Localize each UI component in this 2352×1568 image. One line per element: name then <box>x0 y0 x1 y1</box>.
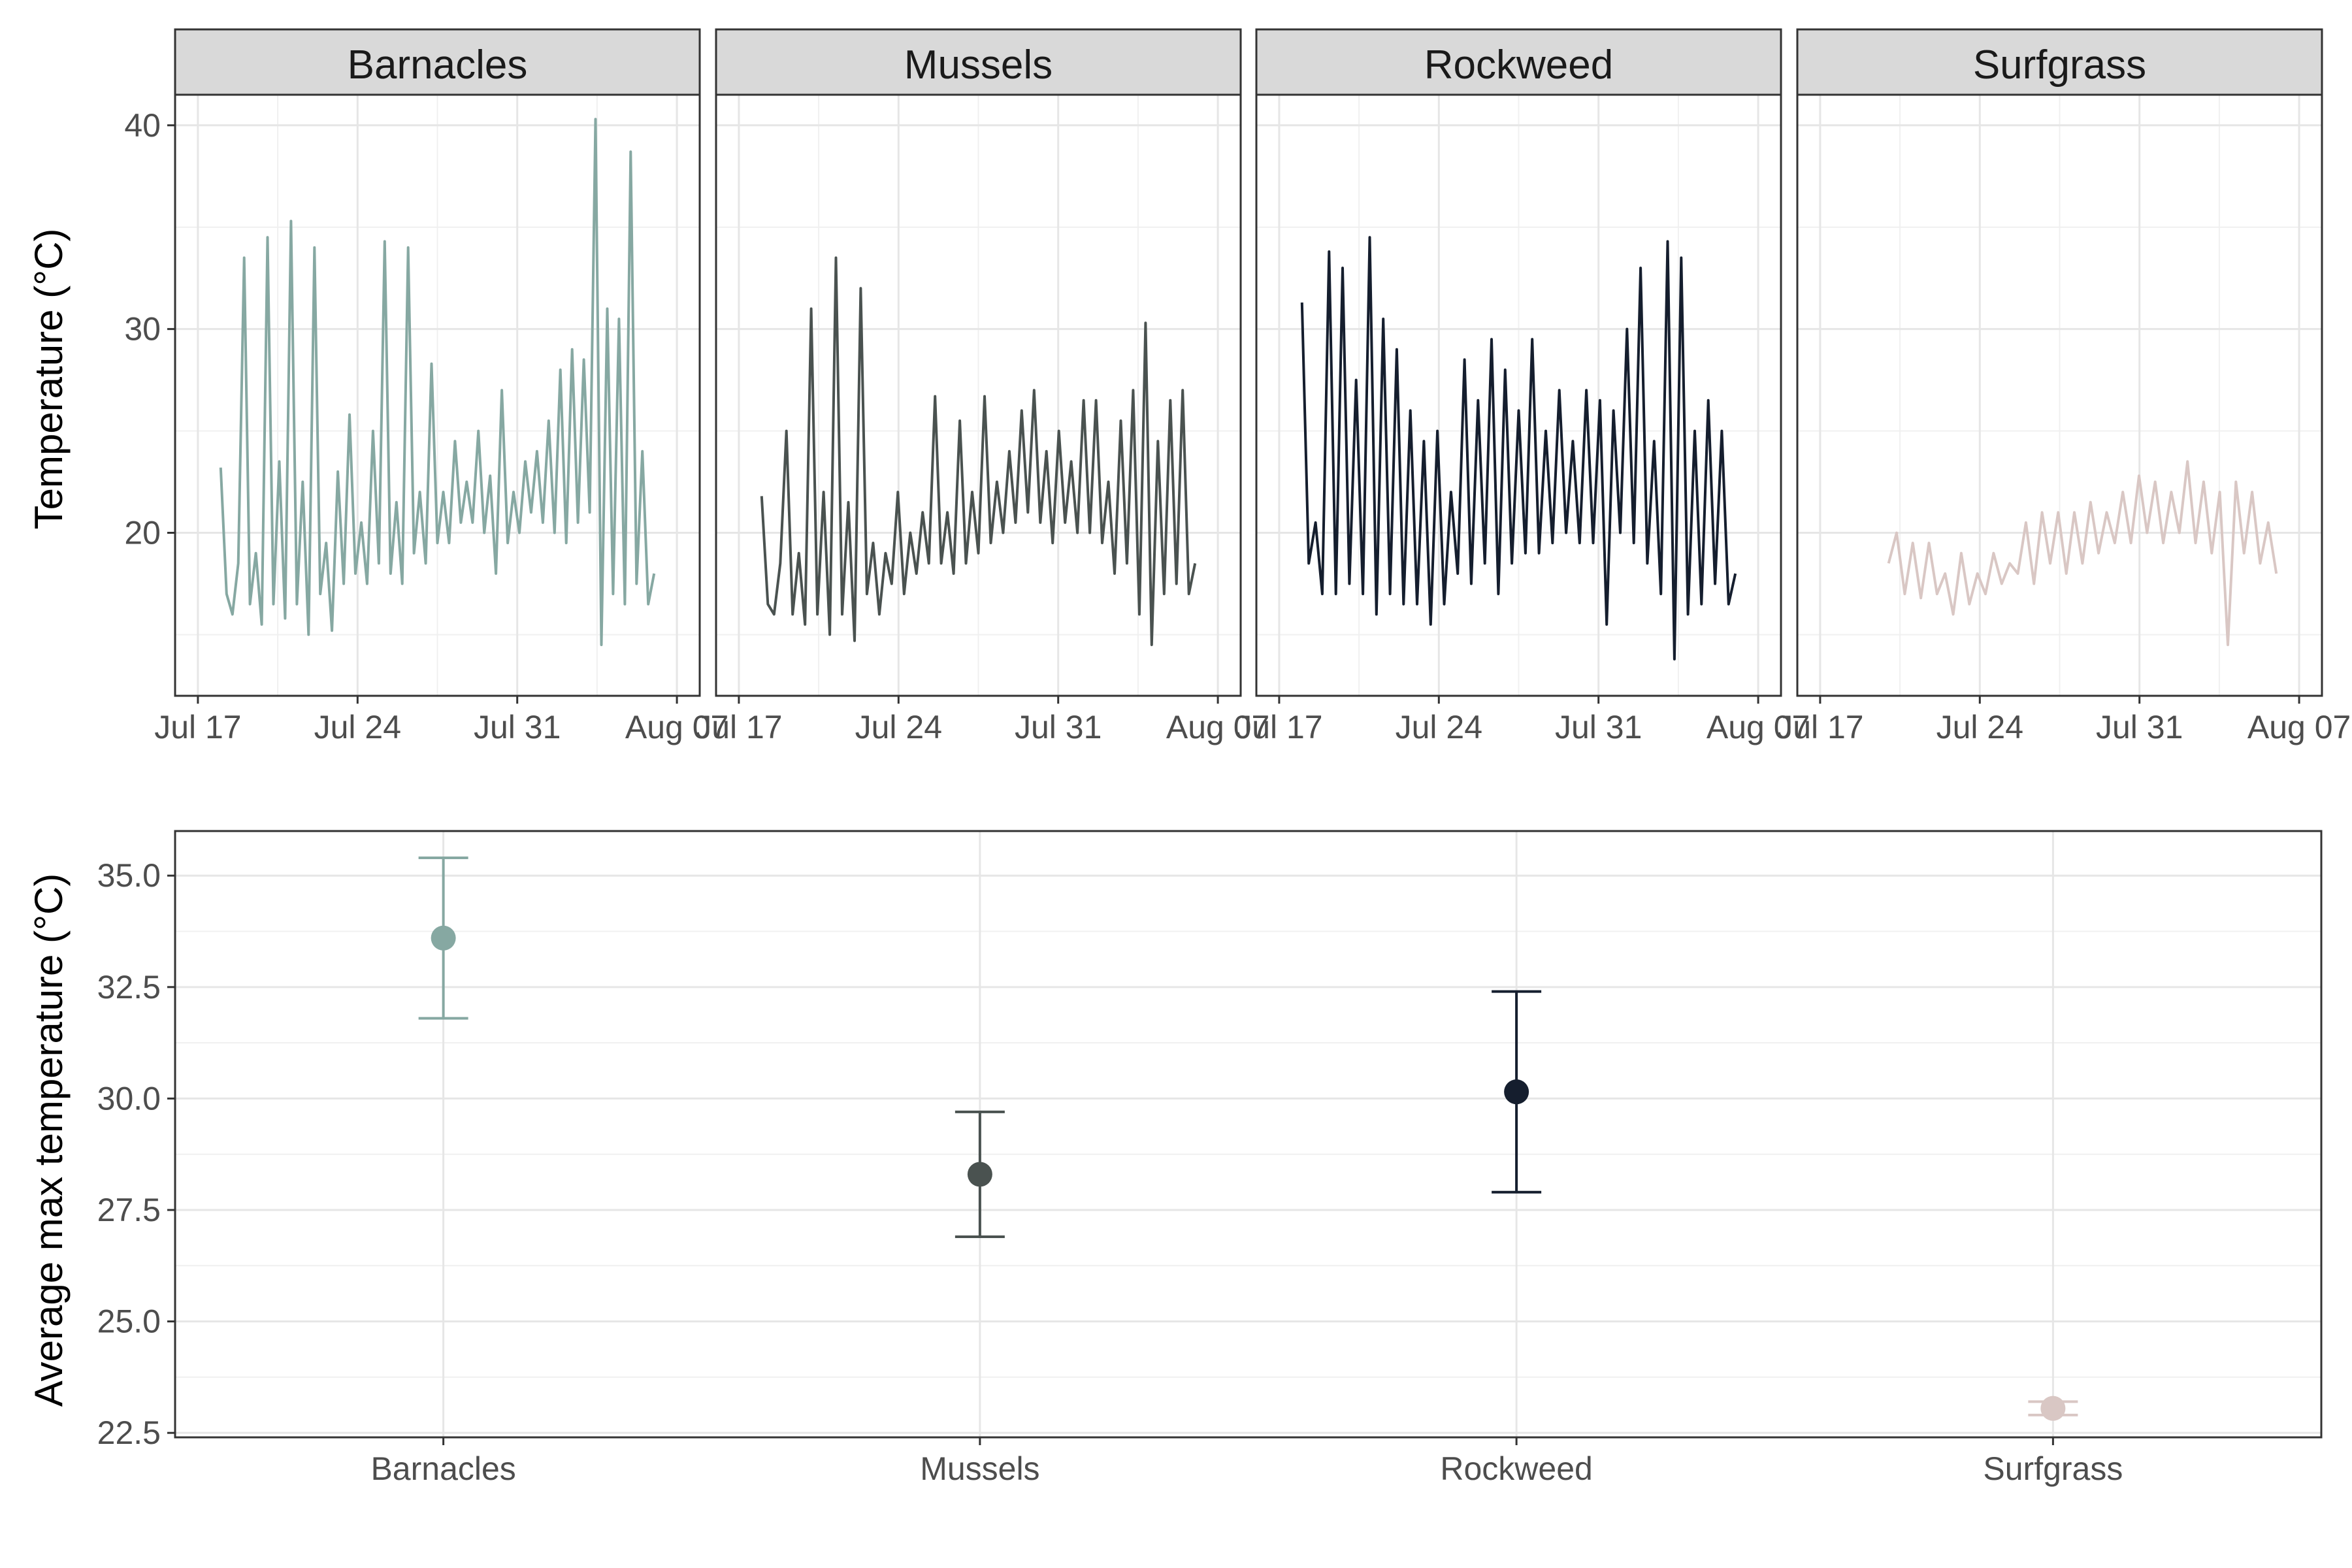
series-line-mussels <box>760 256 1197 646</box>
y-tick-label: 27.5 <box>97 1192 161 1228</box>
point-barnacles <box>431 925 456 951</box>
x-tick-label: Jul 17 <box>1235 709 1322 745</box>
facet-panel-border <box>1796 93 2323 697</box>
x-tick-label: Jul 17 <box>1776 709 1863 745</box>
x-tick-label: Jul 31 <box>474 709 561 745</box>
plot-area <box>175 831 2321 1437</box>
facet-panel-border <box>174 93 701 697</box>
x-tick-label: Jul 24 <box>314 709 401 745</box>
average-max-temperature-panel: Barnacles Mussels Rockweed Surfgrass 22.5 25.… <box>97 830 2323 1487</box>
x-tick-label: Aug 07 <box>1166 709 1269 745</box>
temperature-timeseries-facets: Barnacles Jul 17 Jul 24 Jul 31 Aug 07 20 30 40 M… <box>124 28 2351 745</box>
y-tick-label: 25.0 <box>97 1303 161 1340</box>
x-tick-label: Jul 24 <box>1396 709 1482 745</box>
facet-strip <box>715 28 1242 96</box>
facet-panel-surfgrass: Surfgrass Jul 17 Jul 24 Jul 31 Aug 07 <box>1776 28 2351 745</box>
point-surfgrass <box>2040 1396 2066 1421</box>
panel-border <box>174 830 2323 1439</box>
y-tick-label: 40 <box>124 107 161 144</box>
facet-strip-label: Rockweed <box>1424 42 1613 88</box>
x-tick-label: Aug 07 <box>1707 709 1810 745</box>
x-tick-label: Jul 24 <box>1936 709 2023 745</box>
x-tick-label: Jul 31 <box>1555 709 1642 745</box>
x-tick-label: Surfgrass <box>1983 1450 2123 1487</box>
facet-strip-label: Barnacles <box>348 42 528 88</box>
facet-strip-label: Surfgrass <box>1973 42 2146 88</box>
facet-panel-mussels: Mussels Jul 17 Jul 24 Jul 31 Aug 07 <box>695 28 1269 745</box>
facet-panel-border <box>1255 93 1782 697</box>
facet-panel-rockweed: Rockweed Jul 17 Jul 24 Jul 31 Aug 07 <box>1235 28 1810 745</box>
x-tick-label: Jul 17 <box>154 709 241 745</box>
x-tick-label: Jul 24 <box>855 709 942 745</box>
y-tick-label: 30.0 <box>97 1080 161 1117</box>
x-tick-label: Barnacles <box>370 1450 515 1487</box>
facet-strip <box>1255 28 1782 96</box>
y-tick-label: 35.0 <box>97 857 161 894</box>
x-tick-label: Aug 07 <box>625 709 728 745</box>
y-tick-label: 20 <box>124 515 161 551</box>
top-y-axis-title: Temperature (°C) <box>27 229 71 530</box>
x-tick-label: Aug 07 <box>2247 709 2351 745</box>
y-tick-label: 22.5 <box>97 1414 161 1451</box>
facet-strip <box>1796 28 2323 96</box>
point-rockweed <box>1504 1079 1529 1105</box>
x-tick-label: Rockweed <box>1440 1450 1592 1487</box>
series-line-barnacles <box>219 118 656 646</box>
series-line-surfgrass <box>1887 460 2278 646</box>
x-tick-label: Jul 31 <box>1015 709 1102 745</box>
facet-strip-label: Mussels <box>904 42 1053 88</box>
facet-strip <box>174 28 701 96</box>
point-mussels <box>967 1162 992 1187</box>
category-surfgrass: Surfgrass <box>1983 1396 2123 1487</box>
y-tick-label: 30 <box>124 311 161 348</box>
category-barnacles: Barnacles <box>370 856 516 1487</box>
series-line-rockweed <box>1300 236 1737 661</box>
facet-panel-barnacles: Barnacles Jul 17 Jul 24 Jul 31 Aug 07 20 30 40 <box>124 28 728 745</box>
x-tick-label: Mussels <box>920 1450 1039 1487</box>
y-tick-label: 32.5 <box>97 969 161 1005</box>
x-tick-label: Jul 17 <box>695 709 782 745</box>
category-mussels: Mussels <box>920 1110 1040 1487</box>
category-rockweed: Rockweed <box>1440 990 1593 1487</box>
bottom-y-axis-title: Average max temperature (°C) <box>27 874 71 1407</box>
facet-panel-border <box>715 93 1242 697</box>
x-tick-label: Jul 31 <box>2096 709 2183 745</box>
